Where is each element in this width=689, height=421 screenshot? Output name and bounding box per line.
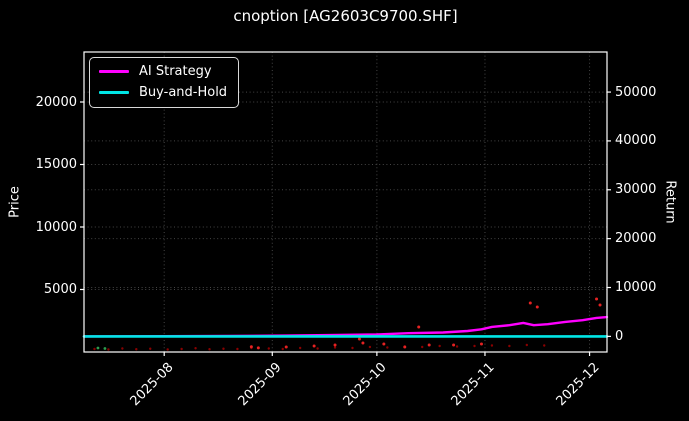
right-tick-label: 50000 xyxy=(615,84,657,100)
y-axis-label-left: Price xyxy=(7,186,23,218)
legend-item-buy-and-hold: Buy-and-Hold xyxy=(99,85,227,100)
right-tick-label: 10000 xyxy=(615,280,657,295)
right-tick-label: 40000 xyxy=(615,133,657,149)
legend-line-buy-and-hold-icon xyxy=(99,91,129,94)
right-tick-label: 30000 xyxy=(615,182,657,198)
chart-title: cnoption [AG2603C9700.SHF] xyxy=(233,7,458,25)
right-tick-label: 20000 xyxy=(615,231,657,247)
left-tick-label: 5000 xyxy=(43,282,77,297)
legend: AI Strategy Buy-and-Hold xyxy=(89,57,240,108)
legend-label-ai-strategy: AI Strategy xyxy=(139,64,212,79)
legend-label-buy-and-hold: Buy-and-Hold xyxy=(139,85,228,100)
legend-line-ai-strategy-icon xyxy=(99,70,129,73)
left-tick-label: 10000 xyxy=(35,219,77,235)
legend-item-ai-strategy: AI Strategy xyxy=(99,64,227,79)
right-tick-label: 0 xyxy=(615,328,624,344)
left-tick-label: 15000 xyxy=(35,157,77,172)
left-tick-label: 20000 xyxy=(35,94,77,110)
y-axis-label-right: Return xyxy=(662,180,678,224)
